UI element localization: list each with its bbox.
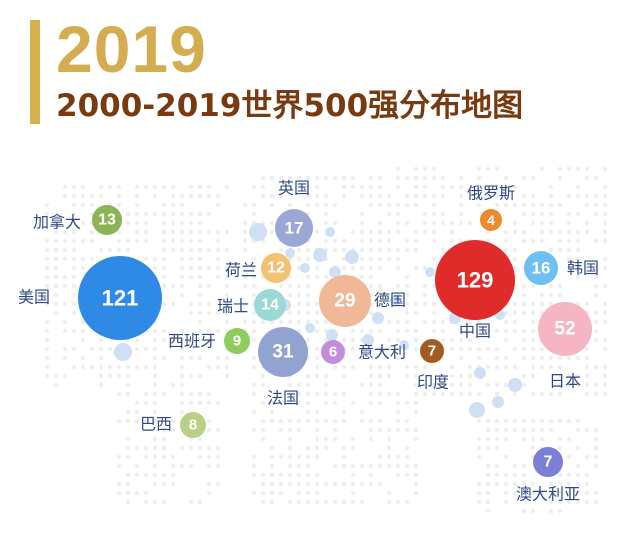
bubble-13	[524, 251, 558, 285]
bubble-2	[180, 412, 206, 438]
country-label-2: 巴西	[140, 415, 172, 434]
country-label-15: 澳大利亚	[516, 485, 580, 504]
bubble-value-15: 7	[544, 454, 553, 471]
country-label-11: 俄罗斯	[467, 184, 515, 203]
bubble-value-10: 7	[428, 343, 436, 360]
bubble-12	[435, 240, 515, 320]
bubble-5	[254, 289, 286, 321]
country-label-13: 韩国	[567, 259, 599, 278]
country-label-7: 法国	[267, 389, 299, 408]
bubble-value-13: 16	[532, 259, 551, 278]
country-label-14: 日本	[549, 372, 581, 391]
bubble-value-14: 52	[554, 319, 575, 340]
bubble-14	[538, 302, 592, 356]
bubble-value-11: 4	[487, 212, 495, 228]
country-label-8: 德国	[374, 291, 406, 310]
bubble-0	[78, 256, 162, 340]
bubble-value-4: 12	[267, 260, 285, 277]
country-label-5: 瑞士	[217, 297, 249, 316]
bubble-8	[319, 275, 371, 327]
bubble-value-12: 129	[457, 268, 494, 293]
country-label-0: 美国	[18, 288, 50, 307]
bubble-value-3: 17	[285, 219, 304, 238]
bubble-9	[321, 340, 345, 364]
bubble-value-2: 8	[189, 417, 197, 434]
bubble-7	[258, 327, 308, 377]
year-heading: 2019	[56, 12, 207, 86]
world-map-dots	[44, 166, 608, 514]
bubble-1	[92, 205, 122, 235]
country-label-9: 意大利	[358, 343, 406, 362]
bubble-value-7: 31	[272, 342, 294, 363]
country-label-3: 英国	[278, 179, 310, 198]
bubble-10	[420, 339, 444, 363]
bubble-value-0: 121	[102, 286, 139, 311]
country-label-4: 荷兰	[225, 261, 257, 280]
country-label-12: 中国	[459, 322, 491, 341]
bubble-value-6: 9	[233, 333, 241, 350]
bubble-4	[261, 253, 291, 283]
bubble-11	[480, 209, 502, 231]
bubble-value-8: 29	[334, 291, 355, 312]
bubble-15	[533, 447, 563, 477]
bubble-value-1: 13	[98, 212, 116, 229]
accent-bar	[30, 20, 40, 124]
country-label-1: 加拿大	[33, 213, 81, 232]
bubble-value-5: 14	[261, 297, 279, 314]
chart-title: 2000-2019世界500强分布地图	[56, 88, 524, 124]
country-label-10: 印度	[417, 373, 449, 392]
bubble-6	[224, 328, 250, 354]
bubble-value-9: 6	[329, 344, 337, 361]
bubble-3	[275, 209, 313, 247]
country-label-6: 西班牙	[168, 332, 216, 351]
